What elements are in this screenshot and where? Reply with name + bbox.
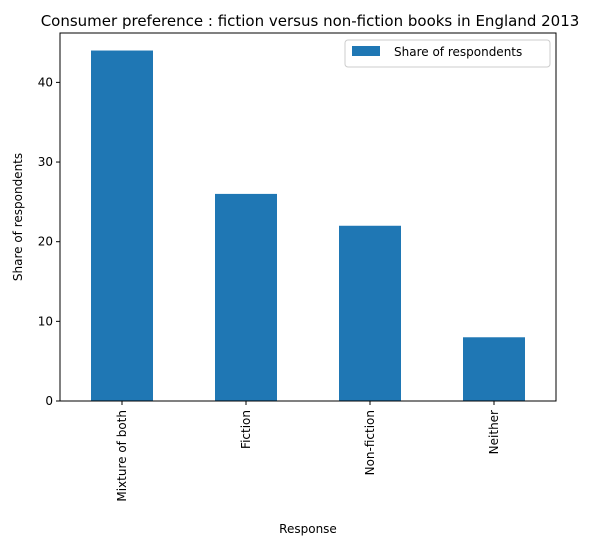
y-axis-label: Share of respondents bbox=[11, 153, 25, 281]
x-tick-label: Mixture of both bbox=[115, 410, 129, 502]
bar-neither bbox=[463, 337, 525, 401]
bars-group bbox=[91, 50, 525, 402]
y-tick-label: 0 bbox=[45, 394, 53, 408]
x-tick-label: Non-fiction bbox=[363, 410, 377, 475]
y-tick-label: 10 bbox=[38, 314, 53, 328]
bar-fiction bbox=[215, 193, 277, 401]
x-axis-ticks: Mixture of both Fiction Non-fiction Neither bbox=[115, 401, 501, 502]
x-tick-label: Neither bbox=[487, 410, 501, 454]
plot-frame bbox=[59, 32, 557, 402]
bar-non-fiction bbox=[339, 225, 401, 401]
legend-frame bbox=[344, 39, 551, 68]
bar-mixture-of-both bbox=[91, 50, 153, 402]
x-axis-label: Response bbox=[279, 522, 337, 536]
chart-title: Consumer preference : fiction versus non… bbox=[41, 12, 580, 30]
y-tick-label: 20 bbox=[38, 235, 53, 249]
legend-swatch bbox=[352, 46, 380, 56]
legend: Share of respondents bbox=[344, 39, 551, 68]
x-tick-label: Fiction bbox=[239, 410, 253, 449]
y-axis-ticks: 0 10 20 30 40 bbox=[38, 75, 60, 408]
legend-label: Share of respondents bbox=[394, 45, 522, 59]
y-tick-label: 30 bbox=[38, 155, 53, 169]
y-tick-label: 40 bbox=[38, 75, 53, 89]
